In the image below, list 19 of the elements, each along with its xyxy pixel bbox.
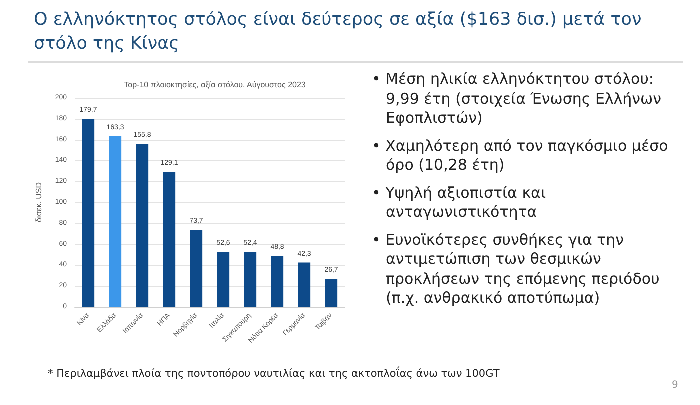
bar	[163, 172, 176, 307]
text: 9	[672, 380, 678, 391]
text: • Ευνοϊκότερες συνθήκες για την αντιμετώπιση των θεσμικών προκλήσεων της επόμενης περιόδου (π.χ. ανθρακικό αποτύπωμα)	[372, 230, 661, 308]
bar	[298, 262, 311, 307]
bar	[244, 252, 257, 307]
text: • Χαμηλότερη από τον παγκόσμιο μέσο όρο (10,28 έτη)	[372, 136, 670, 176]
bar	[325, 279, 338, 307]
y-axis-title: δισεκ. USD	[34, 182, 44, 223]
bar	[217, 252, 230, 307]
bar	[190, 230, 203, 307]
bar	[136, 144, 149, 307]
text: * Περιλαμβάνει πλοία της ποντοπόρου ναυτιλίας και της ακτοπλοΐας άνω των 100GT	[48, 368, 500, 380]
text: • Υψηλή αξιοπιστία και ανταγωνιστικότητα	[372, 184, 548, 222]
bar	[82, 119, 95, 307]
bar	[109, 136, 122, 307]
text: • Μέση ηλικία ελληνόκτητου στόλου: 9,99 έτη (στοιχεία Ένωσης Ελλήνων Εφοπλιστών)	[372, 70, 663, 128]
chart-subtitle: Top-10 πλοιοκτησίες, αξία στόλου, Αύγουστος 2023	[124, 80, 306, 90]
bar	[271, 256, 284, 307]
chart-title: Ο ελληνόκτητος στόλος είναι δεύτερος σε αξία ($163 δισ.) μετά τον στόλο της Κίνας	[34, 9, 643, 56]
